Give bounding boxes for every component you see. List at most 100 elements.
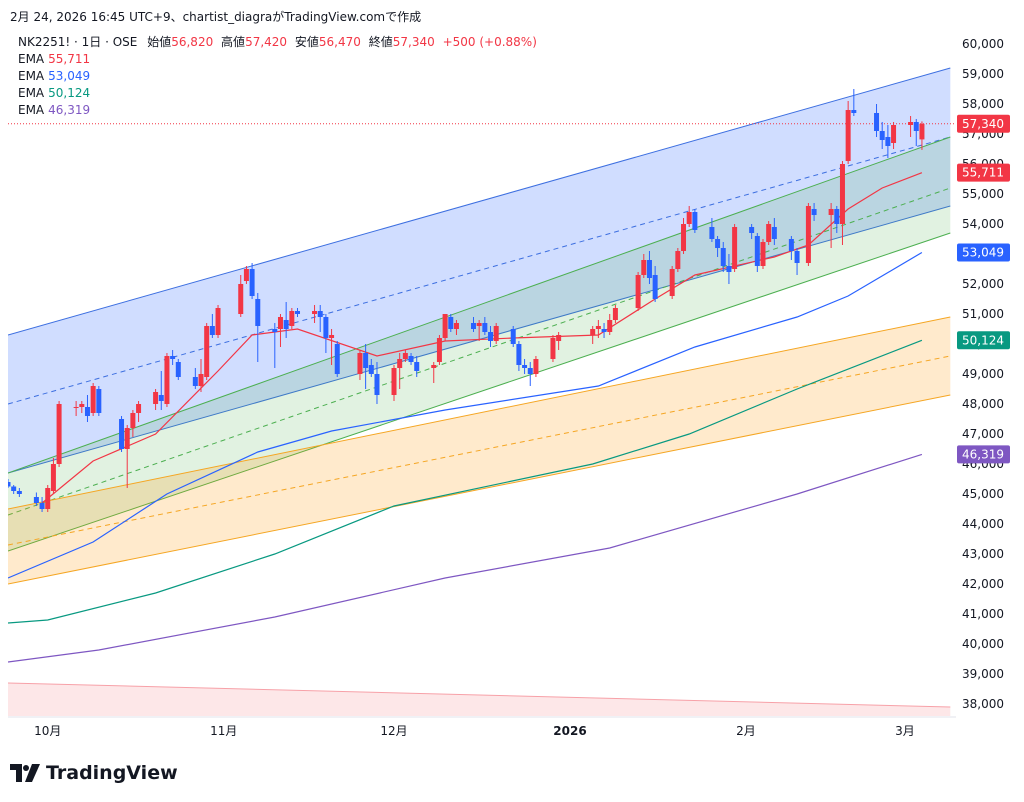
candle [442,314,448,341]
candle-body [681,224,687,251]
candle-body [431,365,437,368]
legend-ema-value: 46,319 [48,103,91,117]
candle [255,293,261,362]
candle-body [56,404,62,464]
price-tag: 53,049 [957,243,1010,262]
candle-body [90,386,96,413]
legend: NK2251! · 1日 · OSE 始値56,820 高値57,420 安値5… [18,34,537,119]
candle-body [845,110,851,161]
y-tick-label: 52,000 [962,277,1004,291]
price-tag-box [957,243,1010,262]
candle [357,350,363,380]
candle [612,305,618,323]
candle [363,344,369,389]
candle-body [243,269,249,281]
candle-body [476,323,482,326]
candle-body [516,344,522,365]
candle-body [124,428,130,449]
legend-ema-label: EMA [18,103,45,117]
ema-line-4 [8,453,923,663]
candle-body [709,227,715,239]
candle-body [771,227,777,239]
candle [391,365,397,401]
candle [715,236,721,257]
candle [414,356,420,377]
candle-body [493,326,499,341]
x-tick-label: 2月 [736,724,756,738]
candle [760,239,766,269]
channel-orange-mid [8,355,951,546]
candle-body [646,260,652,278]
candle-body [595,326,601,329]
legend-ema-4[interactable]: EMA 46,319 [18,102,537,119]
price-tag-label: 57,340 [962,117,1004,131]
candle-body [295,311,301,314]
candle [215,305,221,338]
candle-body [436,338,442,362]
candle [209,314,215,338]
candle [158,371,164,410]
candle-body [33,497,39,503]
y-tick-label: 42,000 [962,577,1004,591]
candle-body [652,275,658,299]
candle [198,359,204,392]
candle-body [760,242,766,266]
y-tick-label: 51,000 [962,307,1004,321]
candle [771,218,777,245]
candle-body [255,299,261,326]
candle [79,401,85,413]
price-tag-box [957,114,1010,133]
candle-body [45,488,51,509]
candle-body [357,353,363,374]
open-label: 始値 [147,35,172,49]
x-tick-label: 3月 [895,724,915,738]
candle [476,320,482,341]
candle-body [73,407,79,408]
legend-ema-1[interactable]: EMA 55,711 [18,51,537,68]
candle-body [39,503,45,509]
candles [8,89,925,512]
candle-body [590,329,596,335]
candle-body [607,320,613,332]
candle [368,359,374,377]
price-tag-box [957,445,1010,464]
candle-body [368,365,374,374]
candle [374,362,380,404]
tradingview-brand[interactable]: TradingView [10,762,178,784]
candle [175,359,181,380]
change-value: +500 (+0.88%) [442,35,537,49]
candle [408,353,414,365]
legend-ema-3[interactable]: EMA 50,124 [18,85,537,102]
candle [834,206,840,233]
channel-green-fill [8,137,951,551]
ema-line-2 [8,251,923,579]
candle-body [510,329,516,344]
symbol-label[interactable]: NK2251! · 1日 · OSE [18,35,138,49]
candle-body [641,260,647,275]
time-axis[interactable]: 10月 11月 12月 2026 2月 3月 [8,716,956,738]
legend-ema-2[interactable]: EMA 53,049 [18,68,537,85]
x-tick-label: 2026 [553,724,586,738]
candle [119,416,125,452]
price-tag: 55,711 [957,163,1010,182]
candle-body [170,356,176,359]
y-tick-label: 44,000 [962,517,1004,531]
candle [874,104,880,137]
channel-green-lower [8,232,951,552]
price-axis[interactable]: 38,000 39,000 40,000 41,000 42,000 43,000 44,0… [962,37,1004,711]
candle-body [16,491,22,494]
candle [556,332,562,350]
candle [732,224,738,272]
candle [33,492,39,506]
candle-body [669,269,675,296]
candle [533,356,539,377]
candle-body [715,239,721,248]
price-tag: 46,319 [957,445,1010,464]
candle-body [686,212,692,224]
candle-body [249,269,255,296]
channel-orange-lower [8,394,951,585]
candle [90,383,96,416]
candle [436,335,442,365]
candle-body [397,359,403,368]
